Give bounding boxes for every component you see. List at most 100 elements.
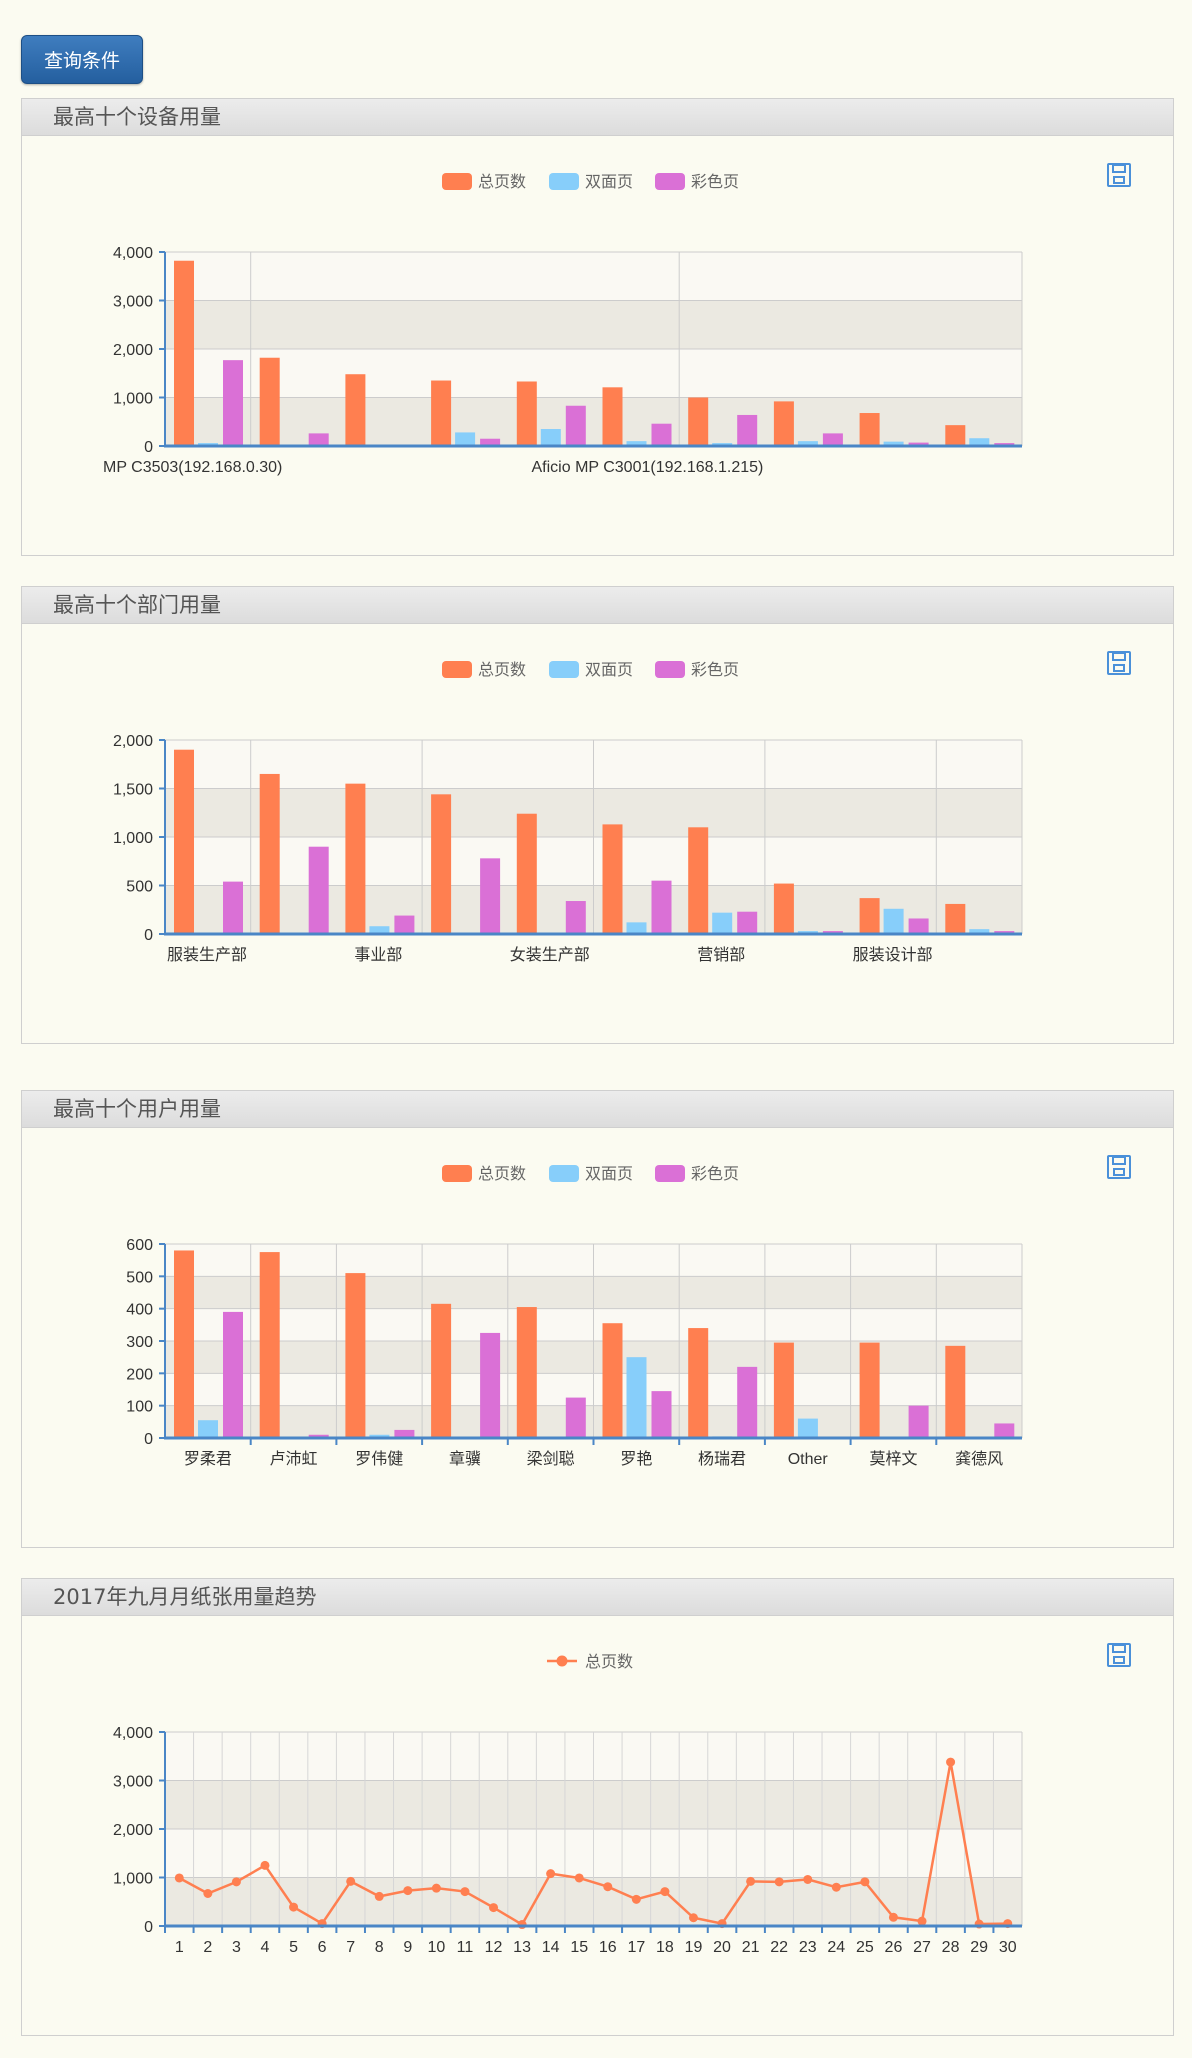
x-tick-label: 21 xyxy=(742,1939,760,1956)
save-icon[interactable] xyxy=(1107,1643,1131,1667)
bar-color xyxy=(223,360,243,446)
x-tick-label: 6 xyxy=(318,1939,327,1956)
legend-label-duplex: 双面页 xyxy=(585,660,633,679)
bar-color xyxy=(651,880,672,934)
plot-band xyxy=(165,252,1022,301)
bar-total xyxy=(259,773,280,934)
save-icon[interactable] xyxy=(1107,163,1131,187)
legend-label-duplex: 双面页 xyxy=(585,1164,633,1183)
y-tick-label: 4,000 xyxy=(113,245,153,262)
y-tick-label: 2,000 xyxy=(113,733,153,750)
bar-color xyxy=(565,901,586,934)
bar-duplex xyxy=(797,441,818,446)
bar-color xyxy=(737,1366,758,1438)
x-tick-label: 15 xyxy=(570,1939,588,1956)
x-tick-label: 营销部 xyxy=(697,946,745,964)
x-tick-label: 章骥 xyxy=(449,1450,481,1468)
bar-total xyxy=(945,1345,966,1438)
bar-total xyxy=(345,1273,366,1438)
panel-title: 2017年九月月纸张用量趋势 xyxy=(22,1579,1173,1616)
x-tick-label: 事业部 xyxy=(354,946,402,964)
bar-color xyxy=(908,1405,929,1438)
data-point xyxy=(403,1886,413,1896)
bar-duplex xyxy=(369,1434,390,1438)
bar-color xyxy=(651,423,672,446)
bar-color xyxy=(651,1391,672,1438)
data-point xyxy=(888,1912,898,1922)
bar-total xyxy=(859,898,880,934)
y-tick-label: 100 xyxy=(126,1399,153,1416)
bar-total xyxy=(602,1323,623,1438)
bar-duplex xyxy=(883,441,904,446)
x-tick-label: 梁剑聪 xyxy=(527,1450,575,1468)
x-tick-label: 服装设计部 xyxy=(853,946,933,964)
bar-duplex xyxy=(712,912,733,934)
bar-total xyxy=(945,425,966,446)
x-tick-label: 服装生产部 xyxy=(167,946,247,964)
x-tick-label: 8 xyxy=(375,1939,384,1956)
x-tick-label: 26 xyxy=(885,1939,903,1956)
bar-color xyxy=(737,414,758,446)
bar-duplex xyxy=(797,1418,818,1438)
y-tick-label: 400 xyxy=(126,1302,153,1319)
data-point xyxy=(831,1882,841,1892)
data-point xyxy=(603,1882,613,1892)
bar-color xyxy=(480,438,501,446)
department-usage-panel: 最高十个部门用量 总页数 双面页 彩色页 0 500 1,000 1,500 2,000 服装生… xyxy=(21,586,1174,1044)
plot-band xyxy=(165,300,1022,349)
save-icon[interactable] xyxy=(1107,1155,1131,1179)
bar-color xyxy=(223,881,243,934)
bar-color xyxy=(565,1397,586,1438)
data-point xyxy=(946,1757,956,1767)
bar-color xyxy=(737,911,758,934)
x-tick-label: 25 xyxy=(856,1939,874,1956)
bar-color xyxy=(565,405,586,446)
x-tick-label: 卢沛虹 xyxy=(270,1450,318,1468)
bar-total xyxy=(516,1307,537,1438)
plot-band xyxy=(165,397,1022,446)
bar-total xyxy=(859,1342,880,1438)
bar-total xyxy=(688,397,709,446)
bar-color xyxy=(908,442,929,446)
bar-total xyxy=(174,1250,194,1438)
bar-total xyxy=(773,1342,794,1438)
bar-total xyxy=(602,824,623,934)
y-tick-label: 2,000 xyxy=(113,342,153,359)
x-tick-label: 罗柔君 xyxy=(184,1450,232,1468)
data-point xyxy=(860,1877,870,1887)
bar-color xyxy=(394,1429,415,1438)
x-tick-label: 22 xyxy=(770,1939,788,1956)
data-point xyxy=(660,1887,670,1897)
bar-total xyxy=(259,357,280,446)
x-tick-label: 11 xyxy=(457,1939,474,1956)
bar-color xyxy=(308,846,329,934)
data-point xyxy=(688,1913,698,1923)
x-tick-label: 罗艳 xyxy=(620,1450,652,1468)
data-point xyxy=(917,1916,927,1926)
query-conditions-button[interactable]: 查询条件 xyxy=(21,35,143,84)
y-tick-label: 300 xyxy=(126,1334,153,1351)
bar-color xyxy=(480,1332,501,1438)
bar-duplex xyxy=(198,1420,218,1438)
x-tick-label: 20 xyxy=(713,1939,731,1956)
legend-swatch-duplex xyxy=(549,1165,579,1182)
legend-label-duplex: 双面页 xyxy=(585,172,633,191)
y-tick-label: 4,000 xyxy=(113,1725,153,1742)
bar-duplex xyxy=(540,429,561,446)
y-tick-label: 0 xyxy=(144,1919,153,1936)
data-point xyxy=(260,1860,270,1870)
bar-duplex xyxy=(883,908,904,934)
x-tick-label: 23 xyxy=(799,1939,817,1956)
x-tick-label: 13 xyxy=(513,1939,531,1956)
data-point xyxy=(374,1891,384,1901)
data-point xyxy=(231,1877,241,1887)
legend-label-total: 总页数 xyxy=(478,1164,526,1183)
legend-label-total: 总页数 xyxy=(478,660,526,679)
save-icon[interactable] xyxy=(1107,651,1131,675)
x-tick-label: 1 xyxy=(175,1939,184,1956)
x-tick-label: 龚德风 xyxy=(955,1450,1003,1468)
bar-total xyxy=(431,1303,452,1438)
bar-total xyxy=(345,374,366,446)
legend-swatch-color xyxy=(655,1165,685,1182)
panel-title: 最高十个用户用量 xyxy=(22,1091,1173,1128)
